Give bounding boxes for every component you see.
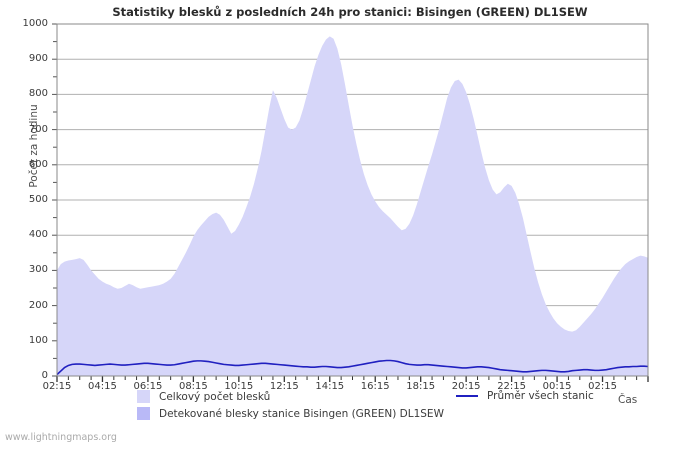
y-tick-label: 0 [41, 370, 48, 381]
x-tick-label: 04:15 [88, 381, 117, 392]
legend-label-total: Celkový počet blesků [159, 390, 271, 403]
y-tick-label: 300 [28, 264, 48, 276]
series-line-average [56, 359, 649, 376]
legend-label-station: Detekované blesky stanice Bisingen (GREE… [159, 407, 444, 420]
x-tick-label: 22:15 [497, 381, 527, 392]
legend-line-average-icon [456, 395, 478, 397]
y-tick-label: 800 [28, 88, 48, 100]
x-tick-label: 08:15 [178, 381, 208, 392]
x-axis-ticks [56, 376, 649, 382]
series-area-total [57, 36, 648, 376]
x-tick-label: 18:15 [406, 381, 436, 392]
y-tick-label: 200 [28, 299, 48, 311]
y-tick-label: 700 [28, 123, 48, 135]
x-tick-label: 02:15 [588, 381, 617, 392]
chart-title: Statistiky blesků z posledních 24h pro s… [112, 5, 588, 19]
x-tick-label: 20:15 [451, 381, 481, 392]
plot-frame [56, 23, 649, 377]
x-tick-label: 02:15 [42, 381, 72, 392]
y-tick-label: 900 [28, 53, 48, 65]
legend-label-average: Průměr všech stanic [487, 390, 594, 402]
x-tick-label: 10:15 [224, 381, 254, 392]
y-tick-label: 400 [28, 229, 48, 241]
legend-item-average[interactable]: Průměr všech stanic [456, 390, 594, 402]
x-tick-label: 06:15 [133, 381, 163, 392]
y-minor-ticks [53, 41, 57, 359]
legend-item-station[interactable]: Detekované blesky stanice Bisingen (GREE… [137, 407, 444, 420]
y-tick-label: 600 [28, 158, 48, 170]
x-tick-label: 14:15 [315, 381, 345, 392]
legend-item-total[interactable]: Celkový počet blesků [137, 390, 270, 403]
y-tick-label: 100 [28, 334, 48, 346]
legend-swatch-station-icon [137, 407, 150, 420]
x-axis-label: Čas [618, 394, 638, 406]
x-tick-label: 16:15 [360, 381, 390, 392]
chart-legend: Celkový počet blesků Detekované blesky s… [0, 390, 700, 430]
y-tick-label: 500 [28, 194, 48, 205]
x-tick-label: 00:15 [542, 381, 572, 392]
legend-swatch-total-icon [137, 390, 150, 403]
footer-watermark: www.lightningmaps.org [5, 432, 117, 443]
x-tick-label: 12:15 [269, 381, 299, 392]
y-tick-label: 1000 [22, 18, 48, 29]
